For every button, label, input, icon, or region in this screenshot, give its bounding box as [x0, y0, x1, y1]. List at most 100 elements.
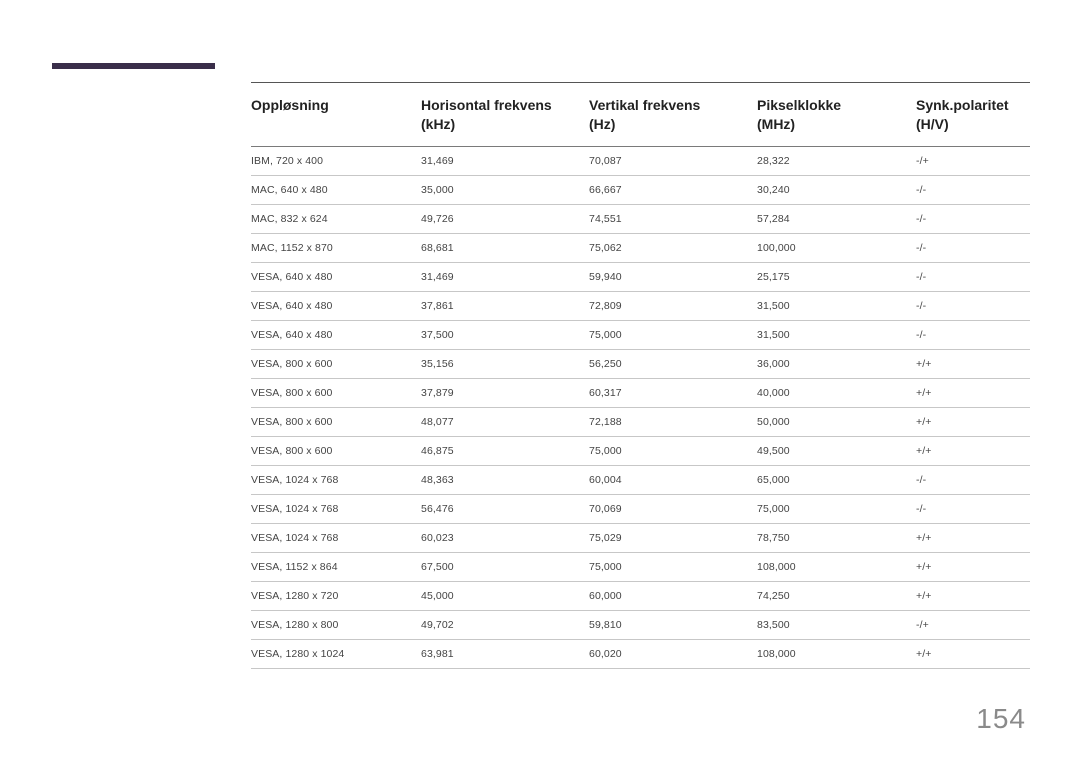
- table-cell: 59,940: [589, 262, 757, 291]
- table-cell: 30,240: [757, 175, 916, 204]
- col-header-unit: (MHz): [757, 115, 916, 134]
- accent-bar: [52, 63, 215, 69]
- table-cell: VESA, 800 x 600: [251, 349, 421, 378]
- table-row: VESA, 1024 x 76860,02375,02978,750+/+: [251, 523, 1030, 552]
- col-header-unit: (H/V): [916, 115, 1030, 134]
- table-cell: 70,087: [589, 146, 757, 175]
- table-cell: -/-: [916, 204, 1030, 233]
- table-cell: 60,020: [589, 639, 757, 668]
- table-header: Oppløsning Horisontal frekvens (kHz) Ver…: [251, 92, 1030, 146]
- table-cell: VESA, 1024 x 768: [251, 523, 421, 552]
- table-cell: 78,750: [757, 523, 916, 552]
- table-cell: VESA, 1280 x 720: [251, 581, 421, 610]
- table-cell: 108,000: [757, 639, 916, 668]
- table-cell: -/-: [916, 233, 1030, 262]
- table-cell: 50,000: [757, 407, 916, 436]
- table-cell: -/-: [916, 175, 1030, 204]
- table-cell: VESA, 1280 x 1024: [251, 639, 421, 668]
- table-cell: -/+: [916, 146, 1030, 175]
- table-row: VESA, 640 x 48031,46959,94025,175-/-: [251, 262, 1030, 291]
- col-header-pixel-clock: Pikselklokke (MHz): [757, 92, 916, 146]
- table-row: VESA, 800 x 60037,87960,31740,000+/+: [251, 378, 1030, 407]
- col-header-label: Vertikal frekvens: [589, 97, 700, 113]
- table-cell: 72,188: [589, 407, 757, 436]
- table-cell: 49,702: [421, 610, 589, 639]
- table-cell: 31,500: [757, 291, 916, 320]
- table-cell: 35,000: [421, 175, 589, 204]
- table-cell: 56,476: [421, 494, 589, 523]
- table-cell: 67,500: [421, 552, 589, 581]
- table-cell: 59,810: [589, 610, 757, 639]
- table-cell: -/-: [916, 494, 1030, 523]
- table-row: VESA, 1152 x 86467,50075,000108,000+/+: [251, 552, 1030, 581]
- table-row: MAC, 832 x 62449,72674,55157,284-/-: [251, 204, 1030, 233]
- table-cell: 57,284: [757, 204, 916, 233]
- table-row: VESA, 800 x 60048,07772,18850,000+/+: [251, 407, 1030, 436]
- table-cell: +/+: [916, 552, 1030, 581]
- table-cell: 31,469: [421, 146, 589, 175]
- table-cell: IBM, 720 x 400: [251, 146, 421, 175]
- table-cell: 37,879: [421, 378, 589, 407]
- col-header-sync-polarity: Synk.polaritet (H/V): [916, 92, 1030, 146]
- table-cell: 74,250: [757, 581, 916, 610]
- table-row: VESA, 1280 x 80049,70259,81083,500-/+: [251, 610, 1030, 639]
- table-row: MAC, 640 x 48035,00066,66730,240-/-: [251, 175, 1030, 204]
- table-cell: 49,500: [757, 436, 916, 465]
- col-header-label: Horisontal frekvens: [421, 97, 552, 113]
- col-header-unit: (kHz): [421, 115, 589, 134]
- table-cell: 48,363: [421, 465, 589, 494]
- table-row: VESA, 1024 x 76848,36360,00465,000-/-: [251, 465, 1030, 494]
- table-cell: VESA, 800 x 600: [251, 378, 421, 407]
- table-cell: -/-: [916, 465, 1030, 494]
- table-body: IBM, 720 x 40031,46970,08728,322-/+MAC, …: [251, 146, 1030, 668]
- table-cell: 48,077: [421, 407, 589, 436]
- table-cell: 40,000: [757, 378, 916, 407]
- table-cell: 60,004: [589, 465, 757, 494]
- table-cell: VESA, 640 x 480: [251, 262, 421, 291]
- table-cell: 100,000: [757, 233, 916, 262]
- table-cell: 72,809: [589, 291, 757, 320]
- table-cell: -/-: [916, 262, 1030, 291]
- table-cell: -/+: [916, 610, 1030, 639]
- table-cell: 49,726: [421, 204, 589, 233]
- table-cell: 25,175: [757, 262, 916, 291]
- table-cell: 60,023: [421, 523, 589, 552]
- table-cell: VESA, 1280 x 800: [251, 610, 421, 639]
- table-cell: 65,000: [757, 465, 916, 494]
- table-cell: 63,981: [421, 639, 589, 668]
- table-cell: 74,551: [589, 204, 757, 233]
- timing-table: Oppløsning Horisontal frekvens (kHz) Ver…: [251, 92, 1030, 669]
- table-cell: 75,000: [757, 494, 916, 523]
- table-cell: -/-: [916, 291, 1030, 320]
- table-cell: VESA, 1024 x 768: [251, 494, 421, 523]
- table-cell: VESA, 640 x 480: [251, 291, 421, 320]
- table-cell: VESA, 800 x 600: [251, 407, 421, 436]
- table-cell: 75,029: [589, 523, 757, 552]
- table-cell: 60,000: [589, 581, 757, 610]
- table-cell: VESA, 1024 x 768: [251, 465, 421, 494]
- table-row: VESA, 1280 x 72045,00060,00074,250+/+: [251, 581, 1030, 610]
- col-header-label: Synk.polaritet: [916, 97, 1009, 113]
- table-cell: MAC, 832 x 624: [251, 204, 421, 233]
- table-cell: 31,500: [757, 320, 916, 349]
- col-header-unit: (Hz): [589, 115, 757, 134]
- table-cell: +/+: [916, 407, 1030, 436]
- table-cell: 35,156: [421, 349, 589, 378]
- table-cell: VESA, 640 x 480: [251, 320, 421, 349]
- table-cell: 28,322: [757, 146, 916, 175]
- table-cell: 68,681: [421, 233, 589, 262]
- table-cell: +/+: [916, 581, 1030, 610]
- table-cell: 37,861: [421, 291, 589, 320]
- table-cell: 66,667: [589, 175, 757, 204]
- col-header-label: Pikselklokke: [757, 97, 841, 113]
- table-cell: +/+: [916, 639, 1030, 668]
- table-cell: VESA, 1152 x 864: [251, 552, 421, 581]
- col-header-resolution: Oppløsning: [251, 92, 421, 146]
- table-row: MAC, 1152 x 87068,68175,062100,000-/-: [251, 233, 1030, 262]
- col-header-horizontal-frequency: Horisontal frekvens (kHz): [421, 92, 589, 146]
- table-cell: 46,875: [421, 436, 589, 465]
- table-row: VESA, 1024 x 76856,47670,06975,000-/-: [251, 494, 1030, 523]
- table-cell: 83,500: [757, 610, 916, 639]
- col-header-vertical-frequency: Vertikal frekvens (Hz): [589, 92, 757, 146]
- table-cell: 75,000: [589, 552, 757, 581]
